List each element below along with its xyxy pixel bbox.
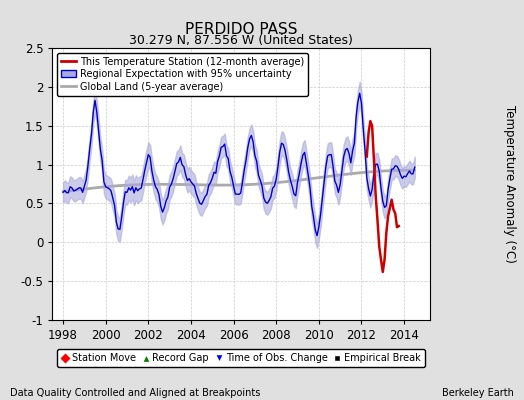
Text: Temperature Anomaly (°C): Temperature Anomaly (°C) bbox=[503, 105, 516, 263]
Legend: Station Move, Record Gap, Time of Obs. Change, Empirical Break: Station Move, Record Gap, Time of Obs. C… bbox=[58, 349, 424, 367]
Text: Data Quality Controlled and Aligned at Breakpoints: Data Quality Controlled and Aligned at B… bbox=[10, 388, 261, 398]
Text: Berkeley Earth: Berkeley Earth bbox=[442, 388, 514, 398]
Text: 30.279 N, 87.556 W (United States): 30.279 N, 87.556 W (United States) bbox=[129, 34, 353, 47]
Legend: This Temperature Station (12-month average), Regional Expectation with 95% uncer: This Temperature Station (12-month avera… bbox=[57, 53, 308, 96]
Text: PERDIDO PASS: PERDIDO PASS bbox=[185, 22, 297, 37]
